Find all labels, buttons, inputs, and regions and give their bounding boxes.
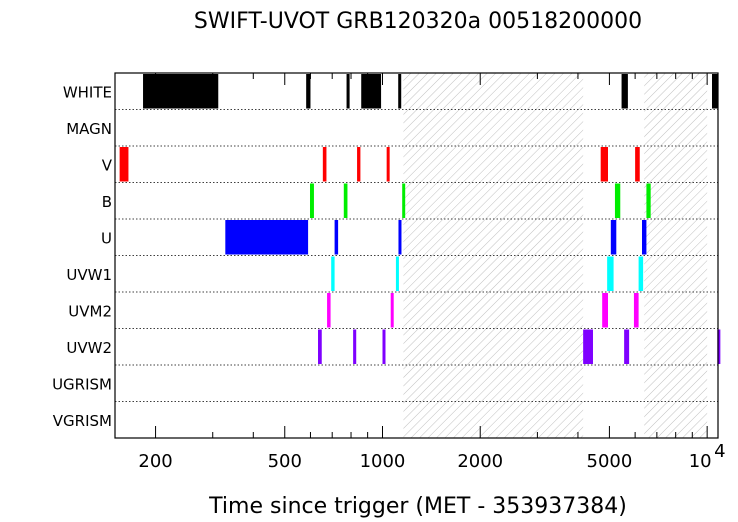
row-separators <box>115 109 718 402</box>
exposure-bar-white <box>306 74 311 109</box>
exposure-bar-u <box>610 220 617 255</box>
exposure-bar-v <box>386 147 390 182</box>
exposure-bar-v <box>635 147 640 182</box>
exposure-bar-b <box>614 183 621 218</box>
plot-frame <box>114 72 719 439</box>
chart-title: SWIFT-UVOT GRB120320a 00518200000 <box>194 9 642 34</box>
row-label-uvw2: UVW2 <box>66 339 112 357</box>
exposure-bar-u <box>398 220 402 255</box>
exposure-bar-uvw2 <box>624 329 630 364</box>
x-axis-label: Time since trigger (MET - 353937384) <box>208 494 627 519</box>
exposure-bar-uvw2 <box>382 329 386 364</box>
exposure-bar-uvw2 <box>318 329 322 364</box>
exposure-bar-b <box>646 183 651 218</box>
exposure-bar-white <box>346 74 350 109</box>
row-label-uvw1: UVW1 <box>66 266 112 284</box>
exposure-bar-v <box>119 147 129 182</box>
x-tick-label: 1000 <box>360 451 406 472</box>
exposure-bar-uvm2 <box>327 293 331 328</box>
x-axis-ticks: 200 500 1000 2000 5000 10 4 <box>138 73 726 472</box>
exposure-bar-uvm2 <box>390 293 394 328</box>
x-tick-label: 500 <box>268 451 302 472</box>
x-tick-label-exponent: 4 <box>714 441 725 462</box>
exposure-bar-uvw1 <box>331 256 335 291</box>
row-label-b: B <box>102 193 112 211</box>
x-tick-label: 10 <box>689 451 712 472</box>
row-label-u: U <box>101 229 112 247</box>
row-label-vgrism: VGRISM <box>53 412 112 430</box>
exposure-bar-uvw1 <box>395 256 399 291</box>
exposure-bar-u <box>225 220 309 255</box>
exposure-bar-v <box>600 147 608 182</box>
exposure-bar-uvw2 <box>353 329 357 364</box>
exposure-bars <box>119 74 721 364</box>
exposure-bar-u <box>334 220 339 255</box>
exposure-bar-uvm2 <box>602 293 608 328</box>
row-label-v: V <box>102 156 113 174</box>
x-tick-label: 2000 <box>457 451 503 472</box>
exposure-bar-white <box>398 74 402 109</box>
exposure-bar-uvw2 <box>583 329 593 364</box>
exposure-bar-b <box>402 183 406 218</box>
exposure-bar-v <box>322 147 327 182</box>
x-tick-label: 5000 <box>587 451 633 472</box>
exposure-bar-uvm2 <box>633 293 639 328</box>
row-label-white: WHITE <box>63 83 112 101</box>
exposure-bar-b <box>309 183 314 218</box>
exposure-bar-white <box>361 74 382 109</box>
exposure-bar-white <box>143 74 219 109</box>
row-label-magn: MAGN <box>66 120 112 138</box>
row-label-ugrism: UGRISM <box>52 375 112 393</box>
exposure-bar-u <box>642 220 647 255</box>
exposure-bar-uvw1 <box>607 256 614 291</box>
row-label-uvm2: UVM2 <box>68 302 112 320</box>
exposure-bar-b <box>343 183 348 218</box>
row-labels: WHITE MAGN V BU UVW1 UVM2 UVW2 UGRISM VGRISM <box>52 83 113 430</box>
exposure-bar-v <box>357 147 361 182</box>
exposure-bar-uvw2 <box>717 329 721 364</box>
exposure-bar-white <box>621 74 628 109</box>
exposure-bar-uvw1 <box>638 256 644 291</box>
x-tick-label: 200 <box>138 451 172 472</box>
exposure-bar-white <box>711 74 718 109</box>
